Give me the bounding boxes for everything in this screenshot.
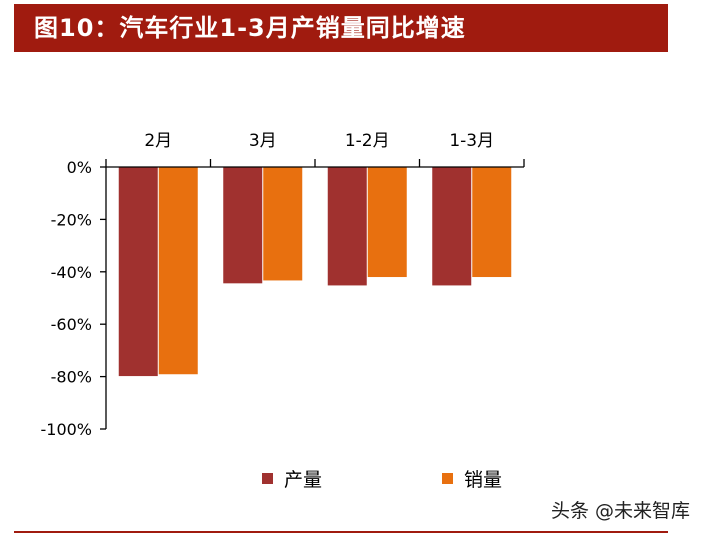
category-label-0: 2月 <box>144 131 172 151</box>
y-tick-label-2: -40% <box>51 263 92 282</box>
category-label-1: 3月 <box>249 131 277 151</box>
y-tick-label-3: -60% <box>51 315 92 334</box>
category-label-2: 1-2月 <box>345 131 390 151</box>
y-tick-label-5: -100% <box>40 420 92 439</box>
watermark-text: 头条 @未来智库 <box>550 500 690 522</box>
y-tick-label-0: 0% <box>67 158 92 177</box>
legend-label-sales: 销量 <box>464 469 502 491</box>
bar-production-1 <box>223 167 263 284</box>
title-bar: 图10：汽车行业1-3月产销量同比增速 <box>14 4 668 52</box>
bottom-divider <box>14 531 668 533</box>
bar-sales-1 <box>263 167 303 281</box>
category-label-3: 1-3月 <box>449 131 494 151</box>
bar-production-3 <box>432 167 472 286</box>
legend-label-production: 产量 <box>284 469 322 491</box>
legend-swatch-sales <box>442 473 453 484</box>
bar-production-0 <box>118 167 158 377</box>
y-tick-label-1: -20% <box>51 210 92 229</box>
bar-sales-0 <box>158 167 198 375</box>
bar-sales-2 <box>367 167 407 278</box>
chart-title: 图10：汽车行业1-3月产销量同比增速 <box>34 14 466 42</box>
bar-production-2 <box>327 167 367 286</box>
bar-sales-3 <box>472 167 512 278</box>
y-tick-label-4: -80% <box>51 368 92 387</box>
legend-swatch-production <box>262 473 273 484</box>
